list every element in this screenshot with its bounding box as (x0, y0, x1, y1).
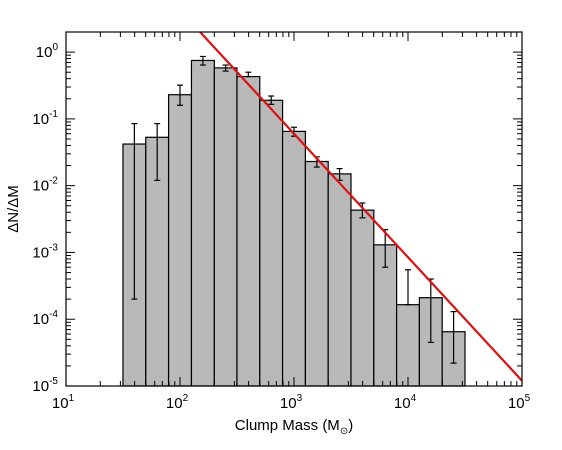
histogram-bar-9 (304, 160, 329, 387)
error-bar-6 (245, 71, 252, 78)
x-tick-label-base: 10 (508, 395, 525, 412)
histogram-bar-3 (167, 94, 193, 387)
x-tick-label-exponent: 3 (297, 393, 303, 404)
histogram-bar-8 (281, 130, 307, 387)
error-bar-13 (404, 269, 411, 306)
x-tick-label: 102 (166, 393, 189, 412)
y-tick-label: 10-4 (32, 309, 58, 328)
error-bar-11 (359, 202, 366, 219)
y-tick-label: 10-5 (32, 376, 58, 395)
error-bar-3 (177, 84, 184, 106)
x-tick-label-base: 10 (280, 395, 297, 412)
y-tick-label-exponent: -1 (49, 109, 58, 120)
y-tick-label-base: 10 (32, 111, 49, 128)
y-tick-label-exponent: 0 (52, 42, 58, 53)
histogram-bar-4 (190, 59, 215, 387)
x-tick-label: 104 (394, 393, 417, 412)
histogram-bar-10 (327, 173, 352, 387)
x-tick-label-exponent: 1 (69, 393, 75, 404)
histogram-bar-7 (259, 99, 284, 387)
y-tick-label-exponent: -5 (49, 376, 58, 387)
y-tick-label-base: 10 (32, 244, 49, 261)
x-tick-label: 103 (280, 393, 303, 412)
y-tick-label: 100 (36, 42, 59, 61)
power-law-fit-line (199, 32, 522, 382)
error-bar-2 (154, 122, 161, 181)
y-tick-label-exponent: -4 (49, 309, 58, 320)
y-tick-label-base: 10 (32, 311, 49, 328)
x-tick-label: 105 (508, 393, 531, 412)
y-tick-label-exponent: -3 (49, 242, 58, 253)
y-tick-label: 10-1 (32, 109, 58, 128)
x-axis-title-sun-symbol: ⊙ (340, 426, 348, 437)
x-axis-title-text: Clump Mass (M (235, 417, 340, 434)
x-axis-ticks: 101 102 103 104 105 (52, 32, 531, 412)
error-bar-7 (268, 95, 275, 105)
x-axis-title: Clump Mass (M⊙) (235, 417, 353, 437)
y-tick-label-exponent: -2 (49, 176, 58, 187)
error-bar-15 (450, 311, 457, 364)
error-bar-5 (222, 64, 229, 72)
histogram-bars (122, 59, 466, 387)
y-tick-label: 10-2 (32, 176, 58, 195)
x-tick-label-base: 10 (166, 395, 183, 412)
histogram-bar-13 (395, 304, 420, 387)
x-axis-title-close: ) (348, 417, 353, 434)
y-tick-label-base: 10 (32, 178, 49, 195)
x-tick-label: 101 (52, 393, 75, 412)
histogram-bar-5 (213, 67, 238, 387)
x-tick-label-exponent: 2 (183, 393, 189, 404)
y-tick-label: 10-3 (32, 242, 58, 261)
x-tick-label-base: 10 (394, 395, 411, 412)
fit-line-group (199, 32, 522, 382)
y-tick-label-base: 10 (32, 378, 49, 395)
error-bar-4 (199, 55, 206, 66)
histogram-bar-6 (236, 75, 261, 387)
histogram-bar-11 (350, 209, 375, 387)
x-tick-label-base: 10 (52, 395, 69, 412)
x-tick-label-exponent: 5 (525, 393, 531, 404)
y-tick-label-base: 10 (36, 44, 53, 61)
x-tick-label-exponent: 4 (411, 393, 417, 404)
y-axis-title: ΔN/ΔM (5, 185, 22, 233)
error-bar-1 (131, 122, 138, 300)
